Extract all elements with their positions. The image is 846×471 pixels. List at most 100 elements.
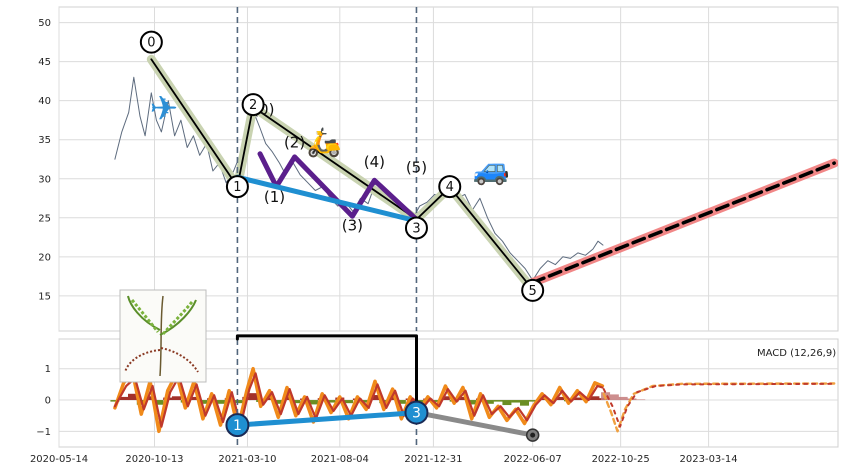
- macd-histogram-bar: [119, 396, 129, 401]
- macd-series-bracket: [235, 334, 418, 413]
- sub-wave-label: (5): [406, 159, 427, 177]
- wave-marker-label: 0: [147, 36, 155, 51]
- macd-histogram-bar: [215, 400, 225, 404]
- price-series-main-wave-line: [150, 58, 534, 291]
- wave-marker-label: 2: [249, 98, 257, 113]
- macd-histogram-projection-bar: [618, 396, 628, 401]
- x-tick-label: 2022-06-07: [504, 454, 562, 465]
- macd-histogram-bar: [370, 395, 380, 401]
- macd-histogram-projection-bar: [609, 394, 619, 401]
- macd-histogram-bar: [171, 396, 181, 401]
- wave-marker-circle: [438, 175, 462, 199]
- inset-leaf-detail: [130, 299, 194, 336]
- macd-series-group: [110, 366, 836, 438]
- macd-histogram-bar: [145, 396, 155, 401]
- macd-histogram-bar: [555, 396, 565, 401]
- inset-leaf-bottom: [124, 347, 199, 373]
- macd-histogram-bar: [198, 400, 208, 404]
- x-tick-label: 2022-10-25: [592, 454, 650, 465]
- macd-histogram-bar: [502, 400, 512, 406]
- macd-histogram-bar: [396, 400, 406, 404]
- price-series-trend-line: [234, 174, 419, 224]
- macd-histogram-bar: [154, 400, 164, 405]
- macd-y-tick-label: −1: [36, 427, 51, 438]
- price-y-tick-label: 45: [38, 57, 51, 68]
- price-y-tick-label: 20: [38, 252, 51, 263]
- macd-histogram-bar: [511, 400, 521, 403]
- macd-y-tick-label: 0: [45, 396, 51, 407]
- macd-histogram-bar: [528, 400, 538, 402]
- x-tick-label: 2021-08-04: [311, 454, 369, 465]
- price-y-tick-label: 15: [38, 291, 51, 302]
- sub-wave-label: (1): [264, 188, 285, 206]
- macd-histogram-bar: [248, 393, 258, 401]
- macd-histogram-bar: [458, 396, 468, 401]
- price-y-tick-label: 35: [38, 135, 51, 146]
- wave-marker-circle: [225, 175, 249, 199]
- macd-histogram-bar: [484, 400, 494, 404]
- macd-histogram-bar: [572, 397, 582, 401]
- macd-histogram-bar: [189, 396, 199, 401]
- macd-histogram-bar: [128, 393, 138, 401]
- macd-marker-label: 1: [233, 418, 242, 434]
- wave-marker-circle: [139, 30, 163, 54]
- macd-histogram-bar: [110, 400, 120, 402]
- price-y-tick-label: 25: [38, 213, 51, 224]
- wave-marker-circle: [521, 278, 545, 302]
- macd-histogram-projection-bar: [636, 399, 646, 401]
- wave-marker-circle: [404, 216, 428, 240]
- inset-frame: [119, 289, 207, 383]
- sub-wave-label: (4): [364, 153, 385, 171]
- macd-histogram-bar: [440, 396, 450, 401]
- price-y-tick-label: 40: [38, 96, 51, 107]
- price-series-sub-wave: [257, 151, 419, 222]
- macd-histogram-bar: [388, 396, 398, 401]
- wave-marker-label: 1: [233, 180, 241, 195]
- macd-histogram-bar: [291, 400, 301, 404]
- scooter-icon: 🛵: [307, 125, 342, 158]
- wave-marker-label: 5: [529, 284, 537, 299]
- x-axis: 2020-05-14 2020-10-13 2021-03-10 2021-08-04…: [30, 454, 738, 465]
- x-tick-label: 2021-12-31: [404, 454, 462, 465]
- wave-marker-label: 4: [446, 180, 454, 195]
- macd-series-macd-line: [113, 366, 605, 434]
- macd-histogram-bar: [344, 400, 354, 404]
- sub-wave-label: (2): [284, 134, 305, 152]
- price-series-group: [114, 54, 838, 295]
- wave-marker-circle: [241, 93, 265, 117]
- x-tick-label: 2023-03-14: [680, 454, 738, 465]
- x-tick-label: 2020-10-13: [125, 454, 183, 465]
- macd-series-signal-line: [113, 372, 604, 428]
- macd-histogram-bar: [493, 400, 503, 402]
- macd-histogram-bar: [273, 400, 283, 404]
- macd-marker-circle: [225, 413, 250, 438]
- sub-wave-label: (3): [342, 216, 363, 234]
- macd-legend: MACD (12,26,9): [757, 348, 836, 359]
- airplane-icon: ✈: [150, 89, 179, 129]
- macd-histogram-bar: [467, 400, 477, 405]
- wave-marker-label: 3: [412, 221, 420, 236]
- macd-series-decline-line: [414, 410, 536, 438]
- macd-series-signal-projection: [602, 382, 836, 428]
- macd-histogram-bar: [432, 400, 442, 402]
- macd-histogram-bar: [590, 396, 600, 401]
- plant-thumbnail: [119, 289, 207, 383]
- price-y-tick-label: 30: [38, 174, 51, 185]
- price-plot-area: [58, 6, 839, 332]
- macd-marker-circle: [404, 400, 429, 425]
- macd-histogram-bar: [520, 400, 530, 406]
- macd-y-tick-label: 1: [45, 364, 51, 375]
- macd-histogram-bar: [264, 397, 274, 401]
- macd-histogram-bar: [326, 400, 336, 403]
- macd-series-trend-line: [234, 410, 419, 428]
- x-tick-label: 2020-05-14: [30, 454, 88, 465]
- price-y-tick-label: 50: [38, 18, 51, 29]
- macd-histogram-bar: [361, 400, 371, 403]
- car-icon: 🚙: [473, 152, 510, 187]
- macd-marker-dot: [530, 432, 536, 438]
- price-series-projection-dashed: [530, 161, 836, 285]
- macd-histogram-bar: [308, 400, 318, 405]
- x-tick-label: 2021-03-10: [218, 454, 276, 465]
